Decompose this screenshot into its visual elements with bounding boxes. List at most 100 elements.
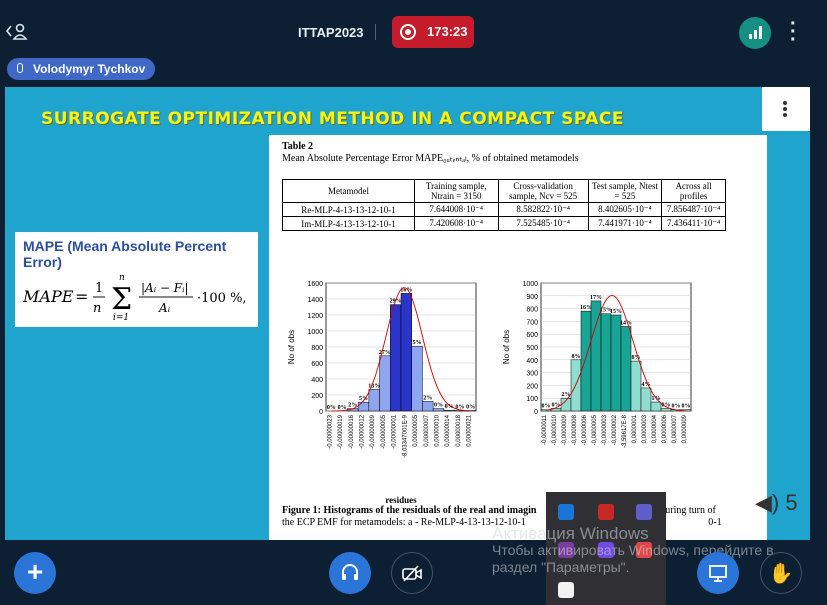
figure-caption-line2-end: 0-1 [708, 517, 722, 528]
bar-data-label: 5% [359, 396, 368, 402]
x-tick-label: 0,00000007 [424, 414, 430, 446]
x-tick-label: -0,0000003 [602, 414, 608, 445]
shared-slide: SURROGATE OPTIMIZATION METHOD IN A COMPA… [5, 87, 810, 540]
y-axis-label: No of obs [502, 330, 511, 364]
shield-icon[interactable] [598, 504, 614, 520]
meeting-title: ITTAP2023 [298, 25, 364, 40]
more-menu-icon[interactable]: · · · [790, 13, 797, 51]
x-tick-label: -0,00000001 [392, 414, 398, 448]
y-tick-label: 100 [526, 396, 538, 403]
histogram-bar [620, 326, 632, 412]
bar-data-label: 0% [662, 402, 671, 408]
bar-data-label: 0% [672, 404, 681, 410]
drive-icon[interactable] [558, 582, 574, 598]
x-tick-label: 0,0000007 [672, 414, 678, 443]
x-tick-label: -0,00000016 [349, 414, 355, 448]
app-icon[interactable] [636, 542, 652, 558]
col-header: Training sample, Ntrain = 3150 [414, 179, 499, 203]
y-tick-label: 200 [311, 393, 323, 400]
headset-button[interactable] [329, 552, 371, 594]
histogram-bar [610, 314, 622, 412]
table-cell: Re-MLP-4-13-13-12-10-1 [282, 202, 415, 217]
histogram-bar [368, 389, 380, 412]
slide-title: SURROGATE OPTIMIZATION METHOD IN A COMPA… [41, 109, 625, 129]
col-header: Cross-validation sample, Ncv = 525 [497, 179, 589, 203]
add-button[interactable]: + [14, 552, 56, 594]
x-tick-label: 0,0000003 [642, 414, 648, 443]
y-tick-label: 0 [319, 409, 323, 416]
connection-signal-icon[interactable] [739, 17, 771, 49]
bar-data-label: 8% [572, 354, 581, 360]
col-header: Across all profiles [661, 179, 726, 203]
results-table: Metamodel Training sample, Ntrain = 3150… [282, 179, 726, 231]
x-tick-label: 0,00000021 [467, 414, 473, 446]
svg-text:·100 %,: ·100 %, [197, 291, 247, 306]
raise-hand-button[interactable]: ✋ [760, 552, 802, 594]
x-tick-label: -0,0000010 [552, 414, 558, 445]
bar-data-label: 2% [348, 403, 357, 409]
normal-curve-line [545, 295, 687, 412]
histogram-bar [580, 310, 592, 412]
bar-data-label: 8% [632, 355, 641, 361]
share-screen-button[interactable] [697, 552, 739, 594]
histogram-bar [660, 408, 672, 412]
svg-text:i=1: i=1 [113, 313, 129, 322]
microphone-icon [17, 63, 23, 73]
app-icon[interactable] [558, 542, 574, 558]
bar-data-label: 16% [580, 305, 592, 311]
bar-data-label: 0% [542, 404, 551, 410]
y-tick-label: 800 [311, 345, 323, 352]
y-tick-label: 900 [526, 294, 538, 301]
viber-icon[interactable] [598, 542, 614, 558]
bluetooth-icon[interactable] [558, 504, 574, 520]
bar-data-label: 15% [610, 309, 622, 315]
histogram-imag: 0 100 200 300 400 500 600 700 800 900 1000 No of ob… [502, 281, 692, 505]
teams-icon[interactable] [636, 504, 652, 520]
x-tick-label: -0,0000008 [572, 414, 578, 445]
x-tick-label: -0,00000023 [327, 414, 333, 448]
top-bar: ITTAP2023 173:23 · · · Volodymyr Tychkov [0, 0, 827, 80]
svg-text:1: 1 [95, 281, 103, 296]
slide-page-number: 5 [785, 490, 798, 515]
back-user-icon[interactable] [5, 22, 32, 45]
mape-box: MAPE (Mean Absolute Percent Error) MAPE … [15, 232, 258, 327]
camera-off-button[interactable] [391, 552, 433, 594]
bar-data-label: 0% [327, 405, 336, 411]
histogram-bar [443, 409, 455, 412]
x-tick-label: -0,00000012 [360, 414, 366, 448]
y-tick-label: 800 [526, 307, 538, 314]
y-tick-label: 400 [311, 377, 323, 384]
bottom-toolbar: + ✋ [0, 540, 827, 605]
x-tick-label: -0,00000009 [370, 414, 376, 448]
histogram-bar [400, 293, 412, 412]
bar-data-label: 16% [400, 287, 412, 293]
table-cell: 7.644008·10⁻⁴ [414, 202, 499, 217]
y-tick-label: 600 [311, 361, 323, 368]
camera-off-icon [402, 565, 422, 582]
y-tick-label: 1400 [307, 297, 323, 304]
col-header: Test sample, Ntest = 525 [587, 179, 663, 203]
table-caption: Table 2 [282, 141, 314, 152]
bar-data-label: 1% [652, 396, 661, 402]
y-tick-label: 0 [534, 409, 538, 416]
x-tick-label: -0,0000002 [612, 414, 618, 445]
recording-indicator[interactable]: 173:23 [392, 16, 474, 48]
system-tray-popup [546, 492, 666, 605]
bar-data-label: 0% [466, 405, 475, 411]
watermark-line: раздел "Параметры". [492, 559, 630, 575]
table-subtitle: Mean Absolute Percentage Error MAPE₀ᵤₜₑₙ… [282, 153, 579, 164]
table-cell: 7.525485·10⁻⁴ [497, 216, 589, 231]
svg-text:n: n [119, 273, 125, 283]
bar-data-label: 14% [620, 321, 632, 327]
participant-chip[interactable]: Volodymyr Tychkov [7, 58, 156, 80]
bar-data-label: 0% [455, 405, 464, 411]
histogram-bar [570, 359, 582, 412]
y-tick-label: 1200 [307, 313, 323, 320]
slide-options-icon[interactable] [762, 87, 810, 131]
x-tick-label: -0,0000005 [592, 414, 598, 445]
present-icon [709, 565, 727, 582]
x-tick-label: -3,59617E-8 [622, 414, 628, 448]
figure-caption: Figure 1: Histograms of the residuals of… [282, 505, 762, 529]
bar-data-label: 0% [682, 404, 691, 410]
windows-activation-watermark: Активация Windows Чтобы активировать Win… [492, 525, 774, 576]
